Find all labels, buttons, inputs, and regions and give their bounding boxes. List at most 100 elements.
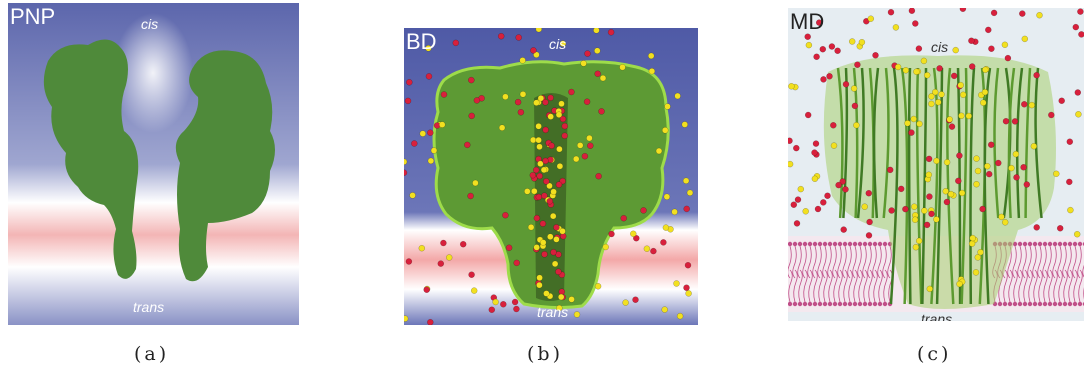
ion bbox=[539, 239, 547, 246]
lipid-tail bbox=[863, 269, 868, 303]
ion bbox=[598, 108, 605, 115]
beta-strand bbox=[960, 67, 968, 305]
lipid-tail bbox=[1003, 269, 1008, 303]
ion bbox=[468, 76, 475, 84]
caption-a: (a) bbox=[134, 343, 170, 365]
ion bbox=[419, 130, 427, 137]
ion bbox=[1021, 101, 1028, 108]
ion bbox=[660, 239, 667, 246]
ion bbox=[1072, 23, 1080, 31]
ion bbox=[988, 45, 995, 52]
lipid-head bbox=[1062, 241, 1068, 247]
lipid-head bbox=[882, 241, 888, 247]
ion bbox=[1066, 178, 1073, 186]
ion bbox=[500, 301, 507, 308]
ion bbox=[952, 46, 959, 54]
ion bbox=[835, 181, 842, 189]
lipid-tail bbox=[822, 245, 827, 279]
ion bbox=[550, 188, 557, 196]
cis-label: cis bbox=[549, 36, 567, 52]
ion bbox=[1021, 35, 1029, 43]
ion bbox=[404, 315, 409, 322]
caption-c: (c) bbox=[917, 343, 952, 365]
lipid-head bbox=[1072, 241, 1078, 247]
beta-strand bbox=[872, 67, 880, 219]
ion bbox=[542, 126, 549, 134]
lipid-tail bbox=[792, 245, 797, 279]
lipid-tail bbox=[1017, 245, 1022, 279]
ion bbox=[969, 234, 976, 242]
ion bbox=[1078, 31, 1084, 38]
ion bbox=[664, 103, 671, 110]
lipid-head bbox=[807, 241, 813, 247]
ion bbox=[824, 192, 831, 200]
ion bbox=[546, 182, 553, 190]
lipid-tail bbox=[882, 245, 887, 279]
ion bbox=[1012, 150, 1020, 158]
lipid-head bbox=[837, 241, 843, 247]
ion bbox=[790, 201, 798, 208]
lipid-head bbox=[1052, 301, 1058, 307]
ion bbox=[866, 218, 873, 226]
ion bbox=[647, 52, 655, 60]
ion bbox=[834, 47, 841, 55]
ion bbox=[427, 129, 434, 136]
lipid-head bbox=[812, 301, 818, 307]
lipid-tail bbox=[1078, 269, 1083, 303]
beta-strand bbox=[1034, 67, 1043, 219]
ion bbox=[982, 66, 989, 74]
ion bbox=[513, 259, 520, 267]
ion bbox=[423, 286, 430, 293]
ion bbox=[685, 290, 692, 297]
lipid-tail bbox=[1068, 269, 1073, 303]
ion bbox=[933, 216, 940, 223]
lipid-head bbox=[788, 241, 793, 247]
ion bbox=[547, 233, 554, 240]
lipid-head bbox=[1067, 301, 1073, 307]
lipid-head bbox=[852, 301, 858, 307]
lipid-tail bbox=[858, 269, 863, 303]
panel-tag: MD bbox=[790, 9, 825, 34]
ion bbox=[650, 247, 657, 255]
ion bbox=[974, 167, 982, 175]
ion bbox=[438, 121, 446, 128]
ion bbox=[681, 121, 689, 128]
ion bbox=[1073, 230, 1081, 238]
ion bbox=[620, 214, 627, 222]
ion bbox=[498, 124, 506, 131]
ion bbox=[892, 24, 900, 31]
ion bbox=[553, 236, 560, 243]
ion bbox=[1067, 206, 1074, 214]
lipid-tail bbox=[872, 245, 877, 279]
ion bbox=[995, 159, 1002, 167]
lipid-tail bbox=[1057, 245, 1062, 279]
ion bbox=[830, 142, 838, 149]
lipid-tail bbox=[1082, 264, 1084, 278]
ion bbox=[682, 177, 690, 185]
ion bbox=[502, 211, 509, 219]
lipid-tail bbox=[1052, 245, 1057, 279]
ion bbox=[547, 113, 554, 120]
ion bbox=[517, 109, 525, 116]
ion bbox=[541, 251, 548, 258]
ion bbox=[1074, 89, 1082, 96]
lipid-tail bbox=[1062, 245, 1067, 279]
ion bbox=[987, 141, 995, 149]
ion bbox=[813, 53, 820, 61]
lipid-head bbox=[877, 301, 883, 307]
ion bbox=[925, 171, 933, 179]
ion bbox=[931, 88, 939, 96]
lipid-tail bbox=[1012, 245, 1017, 279]
ion bbox=[912, 243, 920, 251]
ion bbox=[974, 254, 982, 261]
ion bbox=[558, 100, 565, 108]
ion bbox=[542, 99, 549, 106]
ion bbox=[405, 258, 413, 265]
ion bbox=[452, 39, 460, 47]
ion bbox=[947, 190, 955, 198]
lipid-tail bbox=[873, 269, 878, 303]
ion bbox=[973, 155, 980, 162]
ion bbox=[671, 208, 678, 216]
lipid-tail bbox=[1063, 269, 1068, 303]
panel-md: MD cis trans bbox=[788, 8, 1084, 321]
